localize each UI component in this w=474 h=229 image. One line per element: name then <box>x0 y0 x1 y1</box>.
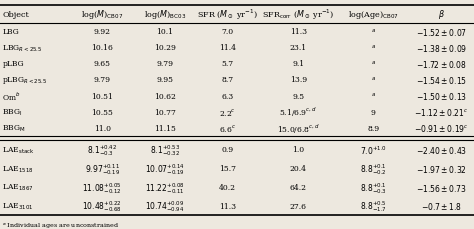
Text: $8.1^{+0.42}_{-0.3}$: $8.1^{+0.42}_{-0.3}$ <box>87 142 117 157</box>
Text: 6.3: 6.3 <box>221 92 234 100</box>
Text: 9.95: 9.95 <box>156 76 173 84</box>
Text: 10.51: 10.51 <box>91 92 113 100</box>
Text: $-1.52\pm0.07$: $-1.52\pm0.07$ <box>416 27 467 38</box>
Text: 64.2: 64.2 <box>290 183 307 191</box>
Text: 9.65: 9.65 <box>94 60 110 68</box>
Text: $-0.91\pm0.19^{c}$: $-0.91\pm0.19^{c}$ <box>414 123 469 134</box>
Text: $^{a}$: $^{a}$ <box>371 44 376 52</box>
Text: $8.8^{+0.1}_{-0.2}$: $8.8^{+0.1}_{-0.2}$ <box>360 161 386 176</box>
Text: $^{a}$: $^{a}$ <box>371 76 376 84</box>
Text: 9.5: 9.5 <box>292 92 304 100</box>
Text: BBG$_{\mathrm{I}}$: BBG$_{\mathrm{I}}$ <box>2 107 23 117</box>
Text: 10.29: 10.29 <box>154 44 176 52</box>
Text: 15.7: 15.7 <box>219 165 236 172</box>
Text: 11.3: 11.3 <box>219 202 236 210</box>
Text: 2.2$^{c}$: 2.2$^{c}$ <box>219 107 236 118</box>
Text: $9.97^{+0.11}_{-0.19}$: $9.97^{+0.11}_{-0.19}$ <box>85 161 119 176</box>
Text: $10.74^{+0.09}_{-0.94}$: $10.74^{+0.09}_{-0.94}$ <box>145 199 184 213</box>
Text: $10.07^{+0.14}_{-0.19}$: $10.07^{+0.14}_{-0.19}$ <box>145 161 185 176</box>
Text: $8.1^{+0.53}_{-0.32}$: $8.1^{+0.53}_{-0.32}$ <box>150 142 180 157</box>
Text: LAE$_{1518}$: LAE$_{1518}$ <box>2 163 34 174</box>
Text: $10.48^{+0.22}_{-0.68}$: $10.48^{+0.22}_{-0.68}$ <box>82 199 122 213</box>
Text: 9: 9 <box>371 108 375 116</box>
Text: $^{a}$: $^{a}$ <box>371 60 376 68</box>
Text: 8.7: 8.7 <box>221 76 234 84</box>
Text: $-1.12\pm0.21^{c}$: $-1.12\pm0.21^{c}$ <box>414 107 468 118</box>
Text: $^{a}$ Individual ages are unconstrained: $^{a}$ Individual ages are unconstrained <box>2 221 119 229</box>
Text: $^{a}$: $^{a}$ <box>371 28 376 36</box>
Text: $-1.56\pm0.73$: $-1.56\pm0.73$ <box>416 182 466 193</box>
Text: $-1.38\pm0.09$: $-1.38\pm0.09$ <box>416 43 467 54</box>
Text: 9.92: 9.92 <box>94 28 110 36</box>
Text: 1.0: 1.0 <box>292 146 304 154</box>
Text: LBG: LBG <box>2 28 19 36</box>
Text: 23.1: 23.1 <box>290 44 307 52</box>
Text: 10.62: 10.62 <box>154 92 176 100</box>
Text: 7.0: 7.0 <box>221 28 234 36</box>
Text: SFR$_{\mathrm{corr}}$ ($M_\odot$ yr$^{-1}$): SFR$_{\mathrm{corr}}$ ($M_\odot$ yr$^{-1… <box>262 8 335 22</box>
Text: pLBG: pLBG <box>2 60 24 68</box>
Text: $8.8^{+0.1}_{-0.3}$: $8.8^{+0.1}_{-0.3}$ <box>360 180 387 195</box>
Text: 11.3: 11.3 <box>290 28 307 36</box>
Text: 10.16: 10.16 <box>91 44 113 52</box>
Text: $-1.54\pm0.15$: $-1.54\pm0.15$ <box>416 75 467 86</box>
Text: Om$^{b}$: Om$^{b}$ <box>2 90 21 102</box>
Text: $7.0^{+1.0}$: $7.0^{+1.0}$ <box>360 144 387 156</box>
Text: 10.1: 10.1 <box>156 28 173 36</box>
Text: 11.4: 11.4 <box>219 44 236 52</box>
Text: 11.15: 11.15 <box>154 124 176 132</box>
Text: $^{a}$: $^{a}$ <box>371 92 376 100</box>
Text: LAE$_{1867}$: LAE$_{1867}$ <box>2 182 34 193</box>
Text: Object: Object <box>2 11 29 19</box>
Text: log($M$)$_{\mathrm{BC03}}$: log($M$)$_{\mathrm{BC03}}$ <box>144 8 186 21</box>
Text: LAE$_{3101}$: LAE$_{3101}$ <box>2 201 34 211</box>
Text: pLBG$_{R<25.5}$: pLBG$_{R<25.5}$ <box>2 75 48 86</box>
Text: LBG$_{R<25.5}$: LBG$_{R<25.5}$ <box>2 43 43 53</box>
Text: $11.08^{+0.05}_{-0.12}$: $11.08^{+0.05}_{-0.12}$ <box>82 180 122 195</box>
Text: $\beta$: $\beta$ <box>438 8 445 21</box>
Text: 15.0/6.8$^{c,d}$: 15.0/6.8$^{c,d}$ <box>277 122 319 135</box>
Text: LAE$_{\mathrm{stack}}$: LAE$_{\mathrm{stack}}$ <box>2 144 35 155</box>
Text: 9.79: 9.79 <box>94 76 110 84</box>
Text: 6.6$^{c}$: 6.6$^{c}$ <box>219 123 236 134</box>
Text: 20.4: 20.4 <box>290 165 307 172</box>
Text: SFR ($M_\odot$ yr$^{-1}$): SFR ($M_\odot$ yr$^{-1}$) <box>197 8 258 22</box>
Text: 40.2: 40.2 <box>219 183 236 191</box>
Text: $-0.7\pm1.8$: $-0.7\pm1.8$ <box>421 201 462 212</box>
Text: 10.55: 10.55 <box>91 108 113 116</box>
Text: 0.9: 0.9 <box>221 146 234 154</box>
Text: $8.8^{+0.5}_{-1.7}$: $8.8^{+0.5}_{-1.7}$ <box>360 199 386 213</box>
Text: 27.6: 27.6 <box>290 202 307 210</box>
Text: 5.1/6.9$^{c,d}$: 5.1/6.9$^{c,d}$ <box>279 106 317 119</box>
Text: $-1.50\pm0.13$: $-1.50\pm0.13$ <box>416 91 467 102</box>
Text: 10.77: 10.77 <box>154 108 176 116</box>
Text: log($M$)$_{\mathrm{CB07}}$: log($M$)$_{\mathrm{CB07}}$ <box>81 8 123 21</box>
Text: 9.79: 9.79 <box>156 60 173 68</box>
Text: 5.7: 5.7 <box>221 60 234 68</box>
Text: log(Age)$_{\mathrm{CB07}}$: log(Age)$_{\mathrm{CB07}}$ <box>348 9 399 21</box>
Text: $-2.40\pm0.43$: $-2.40\pm0.43$ <box>416 144 467 155</box>
Text: $-1.97\pm0.32$: $-1.97\pm0.32$ <box>416 163 467 174</box>
Text: BBG$_{\mathrm{M}}$: BBG$_{\mathrm{M}}$ <box>2 123 26 134</box>
Text: $-1.72\pm0.08$: $-1.72\pm0.08$ <box>416 59 466 70</box>
Text: 8.9: 8.9 <box>367 124 379 132</box>
Text: 13.9: 13.9 <box>290 76 307 84</box>
Text: 9.1: 9.1 <box>292 60 304 68</box>
Text: 11.0: 11.0 <box>94 124 110 132</box>
Text: $11.22^{+0.08}_{-0.11}$: $11.22^{+0.08}_{-0.11}$ <box>145 180 184 195</box>
